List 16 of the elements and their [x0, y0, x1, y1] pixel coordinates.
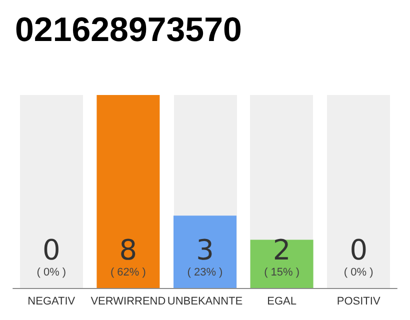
- annotation: ( 23% ): [187, 266, 223, 278]
- data-label: 8: [119, 234, 138, 266]
- annotation: ( 62% ): [110, 266, 146, 278]
- x-tick-label: UNBEKANNTE: [167, 296, 243, 308]
- x-tick-label: EGAL: [267, 296, 296, 308]
- annotation: ( 0% ): [36, 266, 66, 278]
- annotation: ( 0% ): [344, 266, 374, 278]
- data-label: 0: [350, 234, 368, 266]
- chart-title: 021628973570: [15, 11, 242, 49]
- data-label: 2: [272, 234, 291, 266]
- data-label: 0: [42, 234, 60, 266]
- data-label: 3: [196, 234, 214, 266]
- annotation: ( 15% ): [264, 266, 300, 278]
- x-tick-label: POSITIV: [336, 296, 381, 308]
- x-tick-label: NEGATIV: [28, 296, 76, 308]
- x-tick-label: VERWIRREND: [90, 296, 166, 308]
